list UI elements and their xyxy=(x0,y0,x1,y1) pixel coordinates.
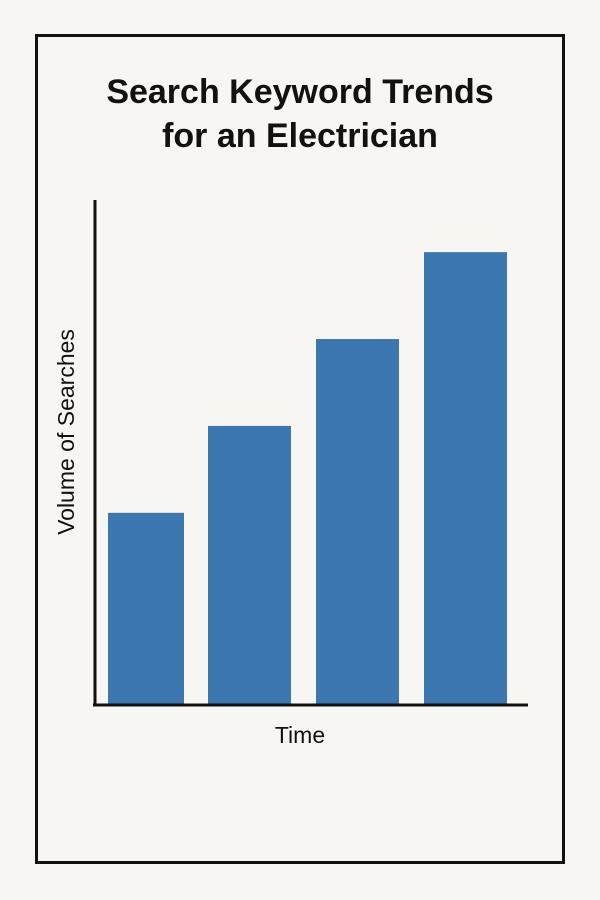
bar-3 xyxy=(316,339,399,704)
bar-2 xyxy=(208,425,291,704)
chart-title-line-1: Search Keyword Trends xyxy=(106,73,494,111)
bar-1 xyxy=(108,512,184,704)
bar-4 xyxy=(424,252,507,704)
chart-title-line-2: for an Electrician xyxy=(162,117,438,155)
x-axis-title: Time xyxy=(275,722,325,748)
bar-group xyxy=(108,252,507,704)
chart-frame xyxy=(35,34,565,864)
chart-title: Search Keyword Trends for an Electrician xyxy=(0,70,600,158)
y-axis-title: Volume of Searches xyxy=(53,329,79,535)
